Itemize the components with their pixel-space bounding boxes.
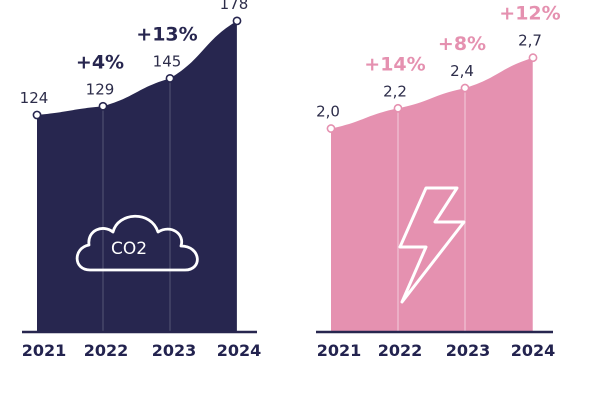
data-point bbox=[326, 124, 336, 133]
value-label: 124 bbox=[20, 89, 49, 107]
change-label: +8% bbox=[438, 33, 486, 55]
lightning-bolt-icon bbox=[398, 186, 466, 304]
value-label: 178 bbox=[220, 0, 249, 13]
value-label: 2,4 bbox=[450, 62, 474, 80]
year-label: 2023 bbox=[152, 341, 197, 360]
co2-text: CO2 bbox=[111, 239, 147, 259]
year-label: 2024 bbox=[217, 341, 262, 360]
chart-2: 2,0 2,2 +14% 2,4 +8% 2,7 +12% 2021 2022 2023 2024 bbox=[316, 3, 561, 360]
change-label: +12% bbox=[499, 3, 560, 25]
data-point bbox=[528, 53, 538, 63]
area-fill bbox=[37, 20, 237, 331]
data-point bbox=[32, 110, 42, 120]
data-point bbox=[232, 16, 242, 26]
value-label: 2,7 bbox=[518, 32, 542, 50]
change-label: +13% bbox=[136, 23, 197, 45]
co2-cloud-icon: CO2 bbox=[75, 214, 199, 272]
year-label: 2021 bbox=[317, 341, 362, 360]
value-label: 2,0 bbox=[316, 103, 340, 121]
year-label: 2022 bbox=[84, 341, 129, 360]
year-label: 2024 bbox=[511, 341, 556, 360]
chart-1: 124129+4%145+13%178+23%2021202220232024C… bbox=[20, 0, 262, 360]
data-point bbox=[98, 101, 108, 111]
year-label: 2023 bbox=[446, 341, 491, 360]
change-label: +4% bbox=[76, 51, 124, 73]
change-label: +14% bbox=[364, 53, 425, 75]
value-label: 145 bbox=[153, 52, 182, 70]
year-label: 2021 bbox=[22, 341, 67, 360]
value-label: 2,2 bbox=[383, 82, 407, 100]
data-point bbox=[393, 103, 403, 113]
data-point bbox=[460, 83, 470, 93]
cloud-outline bbox=[75, 214, 199, 272]
value-label: 129 bbox=[86, 80, 115, 98]
year-label: 2022 bbox=[378, 341, 423, 360]
data-point bbox=[165, 73, 175, 83]
area-fill bbox=[331, 57, 533, 332]
